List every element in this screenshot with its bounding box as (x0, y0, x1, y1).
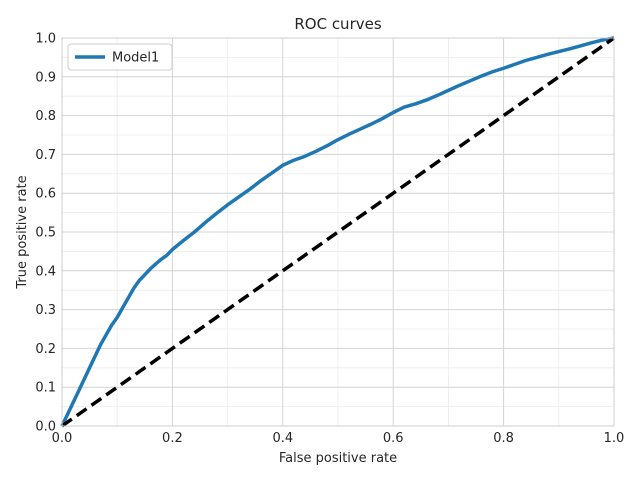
y-tick-label: 0.3 (35, 303, 56, 318)
legend: Model1 (67, 43, 173, 71)
x-tick-label: 0.8 (493, 431, 514, 446)
y-tick-label: 0.6 (35, 187, 56, 202)
x-tick-label: 0.2 (162, 431, 183, 446)
plot-frame (61, 37, 615, 427)
axis-ticks: 0.0 0.1 0.2 0.3 0.4 0.5 0.6 0.7 0.8 0.9 1.0 0.0 0.2 0… (35, 32, 624, 447)
y-tick-label: 0.0 (35, 420, 56, 435)
y-tick-label: 0.4 (35, 264, 56, 279)
y-axis-title: True positive rate (15, 175, 30, 289)
x-tick-label: 0.6 (383, 431, 404, 446)
legend-box (67, 43, 173, 71)
x-axis-title: False positive rate (279, 451, 397, 466)
y-tick-label: 1.0 (35, 32, 56, 47)
x-tick-label: 0.4 (272, 431, 293, 446)
chart-title: ROC curves (294, 15, 381, 33)
plot-area (60, 36, 616, 428)
y-tick-label: 0.5 (35, 226, 56, 241)
legend-label-model1: Model1 (112, 51, 159, 66)
grid (62, 38, 614, 426)
y-tick-label: 0.2 (35, 342, 56, 357)
y-tick-label: 0.8 (35, 109, 56, 124)
y-tick-label: 0.7 (35, 148, 56, 163)
y-tick-label: 0.9 (35, 70, 56, 85)
x-tick-label: 0.0 (52, 431, 73, 446)
y-tick-label: 0.1 (35, 381, 56, 396)
series-line-model1 (60, 36, 615, 427)
x-tick-label: 1.0 (604, 431, 625, 446)
series-line-diagonal-reference (60, 36, 616, 428)
